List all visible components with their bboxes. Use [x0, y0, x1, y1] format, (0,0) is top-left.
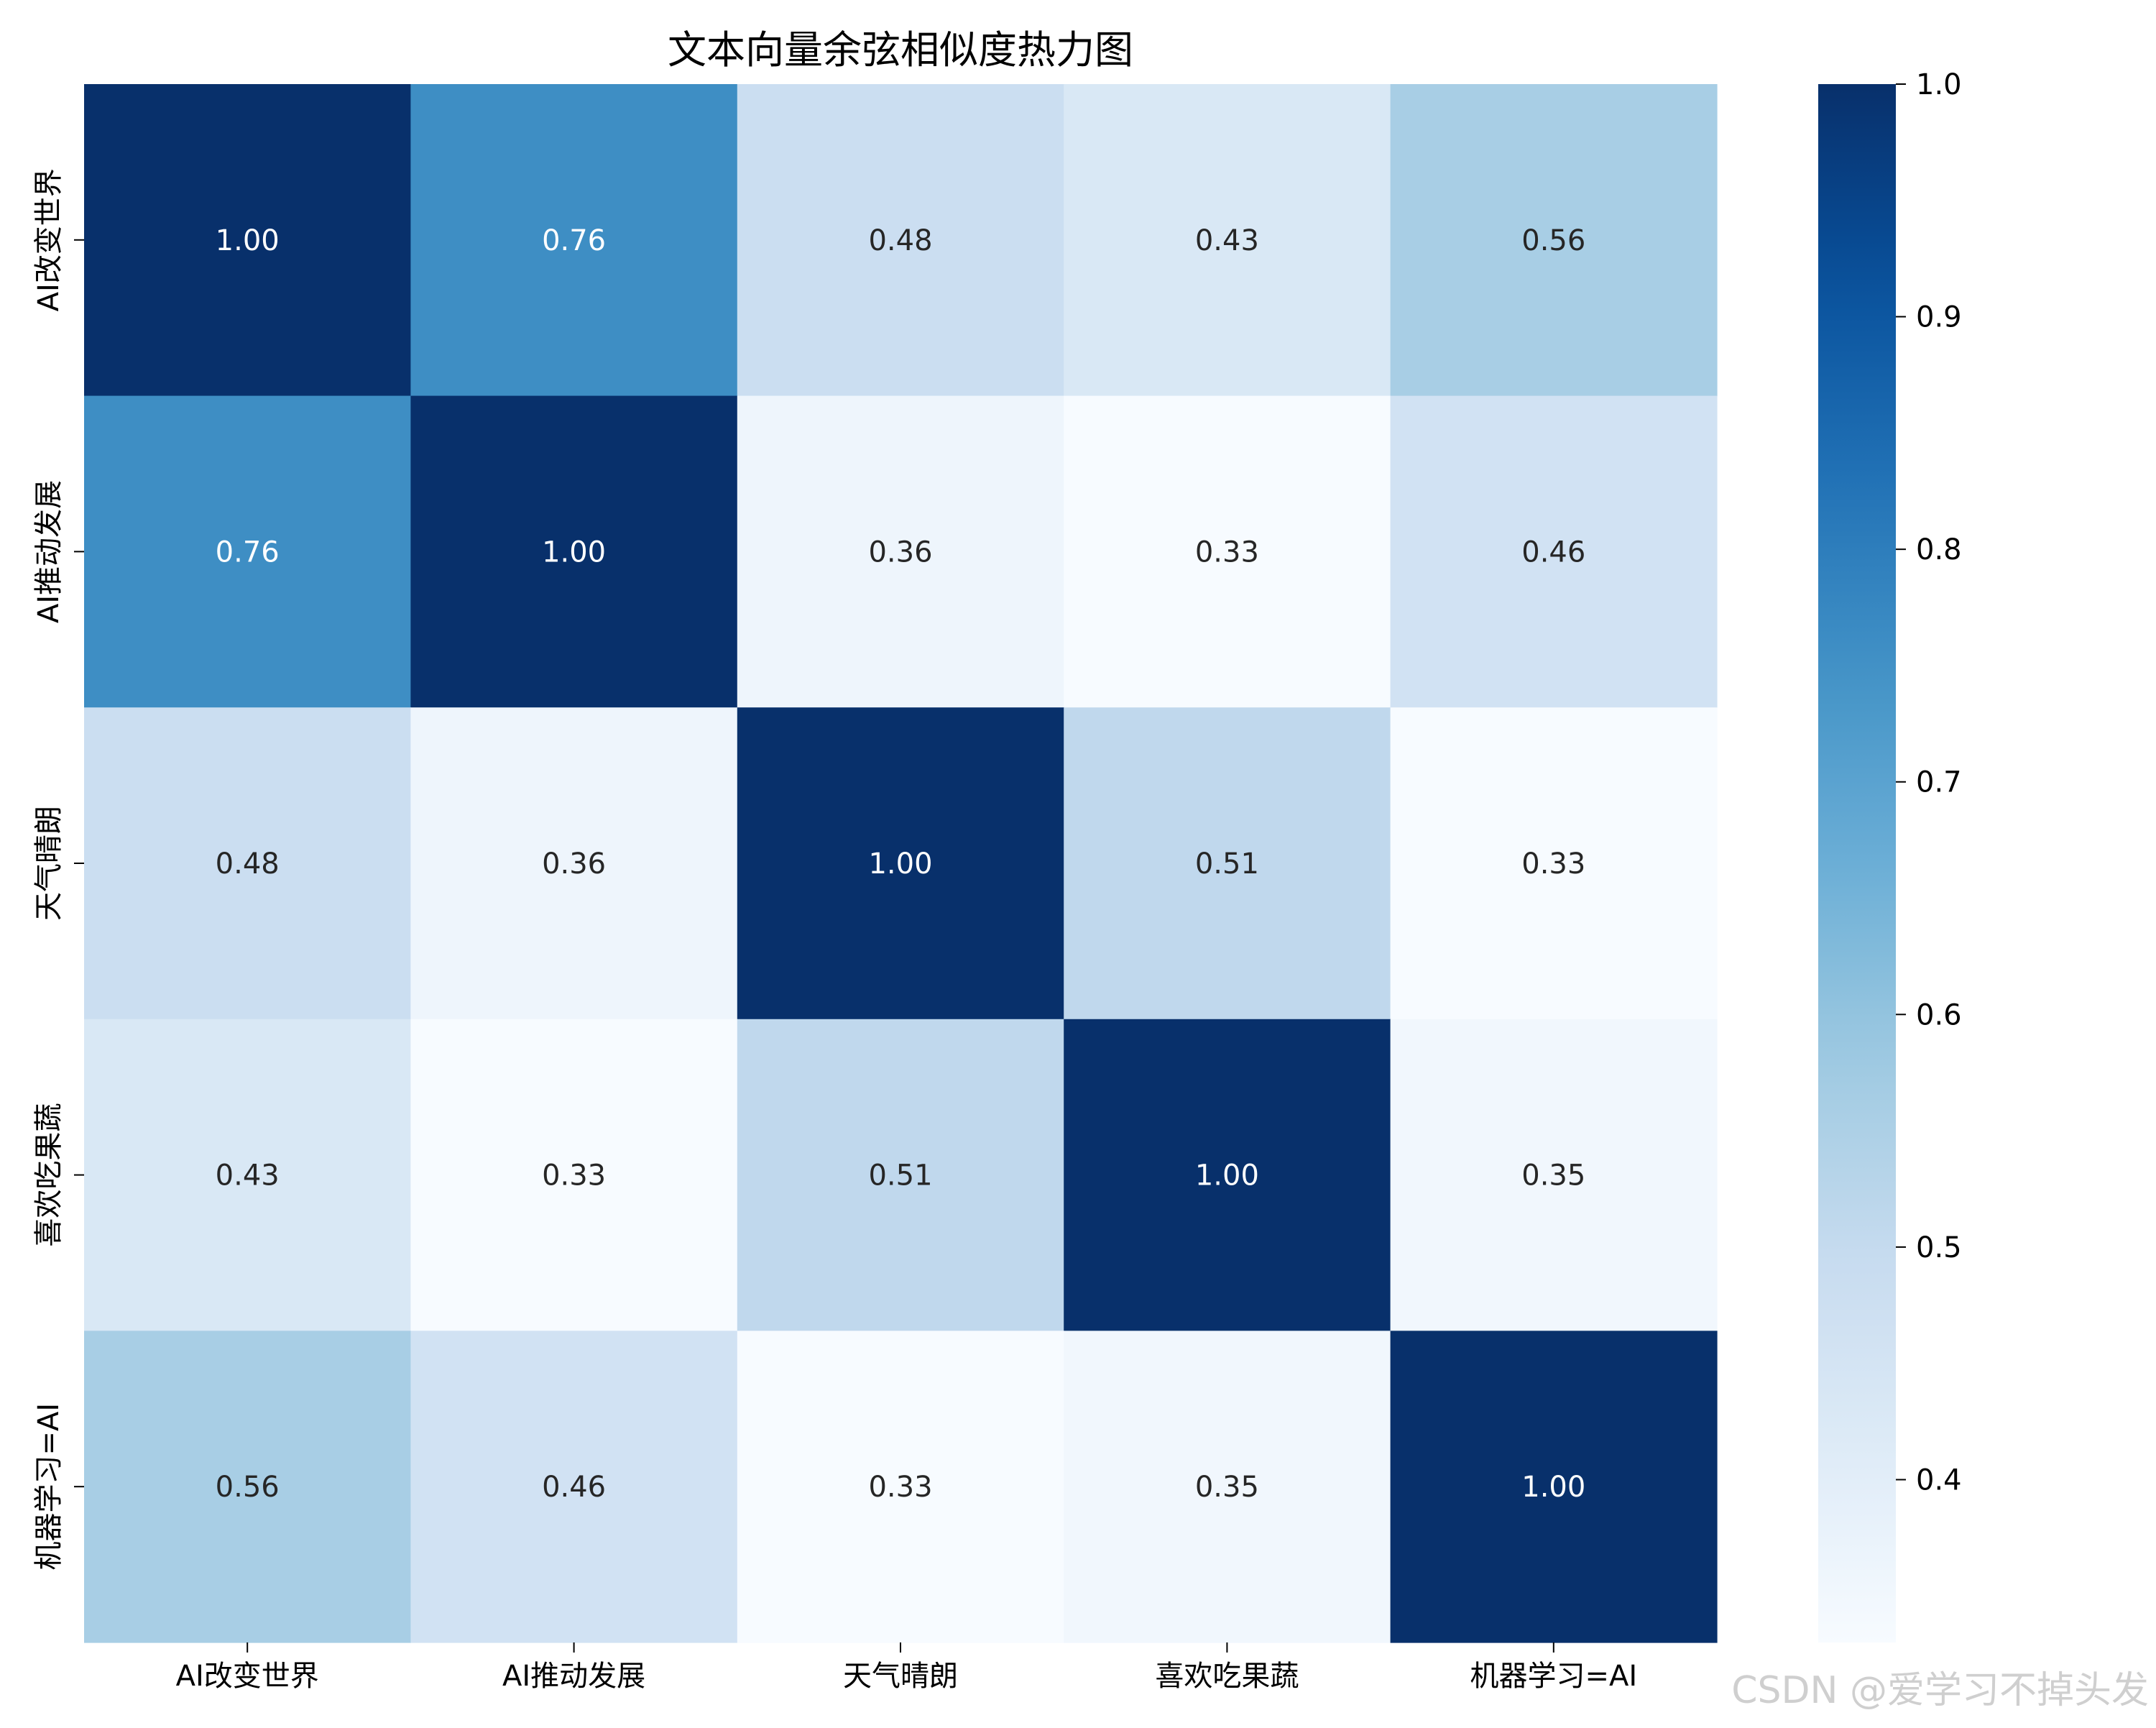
cell-value-label-r3-c1: 0.33	[542, 1159, 606, 1192]
cell-value-label-r2-c2: 1.00	[868, 847, 932, 881]
heatmap-cell-r0-c2	[737, 84, 1064, 397]
colorbar-tick-label-6: 1.0	[1916, 68, 1962, 101]
cell-value-label-r4-c3: 0.35	[1195, 1471, 1259, 1504]
y-tick-label-1: AI推动发展	[32, 480, 65, 623]
heatmap-cell-r3-c3	[1064, 1019, 1391, 1331]
heatmap-cell-r1-c0	[84, 395, 411, 708]
cell-value-label-r1-c0: 0.76	[216, 536, 280, 569]
colorbar-tick-label-2: 0.6	[1916, 998, 1962, 1031]
colorbar	[1818, 84, 1896, 1642]
cell-value-label-r4-c0: 0.56	[216, 1471, 280, 1504]
cell-value-label-r3-c2: 0.51	[868, 1159, 932, 1192]
heatmap-cell-r2-c1	[410, 707, 738, 1020]
cell-value-label-r2-c4: 0.33	[1521, 847, 1585, 881]
colorbar-tick-label-1: 0.5	[1916, 1231, 1962, 1264]
heatmap-cell-r2-c3	[1064, 707, 1391, 1020]
heatmap-cell-r4-c2	[737, 1331, 1064, 1643]
cell-value-label-r2-c1: 0.36	[542, 847, 606, 881]
colorbar-tick-label-0: 0.4	[1916, 1463, 1962, 1497]
heatmap-cell-r4-c3	[1064, 1331, 1391, 1643]
cell-value-label-r0-c4: 0.56	[1521, 224, 1585, 257]
cell-value-label-r3-c3: 1.00	[1195, 1159, 1259, 1192]
x-tick-label-3: 喜欢吃果蔬	[1155, 1660, 1299, 1693]
y-tick-label-0: AI改变世界	[32, 168, 65, 311]
heatmap-cell-r2-c2	[737, 707, 1064, 1020]
cell-value-label-r0-c1: 0.76	[542, 224, 606, 257]
cell-value-label-r1-c3: 0.33	[1195, 536, 1259, 569]
heatmap-cell-r3-c4	[1390, 1019, 1718, 1331]
heatmap-cell-r0-c1	[410, 84, 738, 397]
cell-value-label-r2-c0: 0.48	[216, 847, 280, 881]
chart-title: 文本向量余弦相似度热力图	[668, 27, 1133, 73]
cell-value-label-r0-c3: 0.43	[1195, 224, 1259, 257]
cell-value-label-r0-c0: 1.00	[216, 224, 280, 257]
y-tick-label-2: 天气晴朗	[32, 806, 65, 921]
x-tick-label-2: 天气晴朗	[843, 1660, 958, 1693]
heatmap-cell-r0-c0	[84, 84, 411, 397]
x-tick-label-1: AI推动发展	[502, 1660, 645, 1693]
cell-value-label-r4-c2: 0.33	[868, 1471, 932, 1504]
heatmap-cell-r4-c1	[410, 1331, 738, 1643]
cell-value-label-r1-c2: 0.36	[868, 536, 932, 569]
x-tick-label-0: AI改变世界	[176, 1660, 319, 1693]
heatmap-cell-r0-c4	[1390, 84, 1718, 397]
heatmap-cell-r3-c1	[410, 1019, 738, 1331]
cell-value-label-r4-c1: 0.46	[542, 1471, 606, 1504]
heatmap-cell-r4-c4	[1390, 1331, 1718, 1643]
y-tick-label-3: 喜欢吃果蔬	[32, 1103, 65, 1247]
cell-value-label-r4-c4: 1.00	[1521, 1471, 1585, 1504]
cell-value-label-r3-c0: 0.43	[216, 1159, 280, 1192]
heatmap-cell-r2-c0	[84, 707, 411, 1020]
heatmap-cell-r1-c3	[1064, 395, 1391, 708]
heatmap-cell-r1-c2	[737, 395, 1064, 708]
colorbar-tick-label-4: 0.8	[1916, 533, 1962, 566]
heatmap-cell-r3-c2	[737, 1019, 1064, 1331]
y-tick-label-4: 机器学习=AI	[32, 1403, 65, 1571]
heatmap-cell-r0-c3	[1064, 84, 1391, 397]
cell-value-label-r2-c3: 0.51	[1195, 847, 1259, 881]
heatmap-cell-r1-c1	[410, 395, 738, 708]
heatmap-cell-r1-c4	[1390, 395, 1718, 708]
heatmap-cell-r3-c0	[84, 1019, 411, 1331]
cell-value-label-r0-c2: 0.48	[868, 224, 932, 257]
watermark: CSDN @爱学习不掉头发	[1731, 1669, 2149, 1712]
cell-value-label-r1-c1: 1.00	[542, 536, 606, 569]
colorbar-tick-label-3: 0.7	[1916, 766, 1962, 799]
cell-value-label-r3-c4: 0.35	[1521, 1159, 1585, 1192]
cell-value-label-r1-c4: 0.46	[1521, 536, 1585, 569]
x-tick-label-4: 机器学习=AI	[1470, 1660, 1637, 1693]
colorbar-tick-label-5: 0.9	[1916, 301, 1962, 334]
heatmap-cell-r4-c0	[84, 1331, 411, 1643]
heatmap-cell-r2-c4	[1390, 707, 1718, 1020]
